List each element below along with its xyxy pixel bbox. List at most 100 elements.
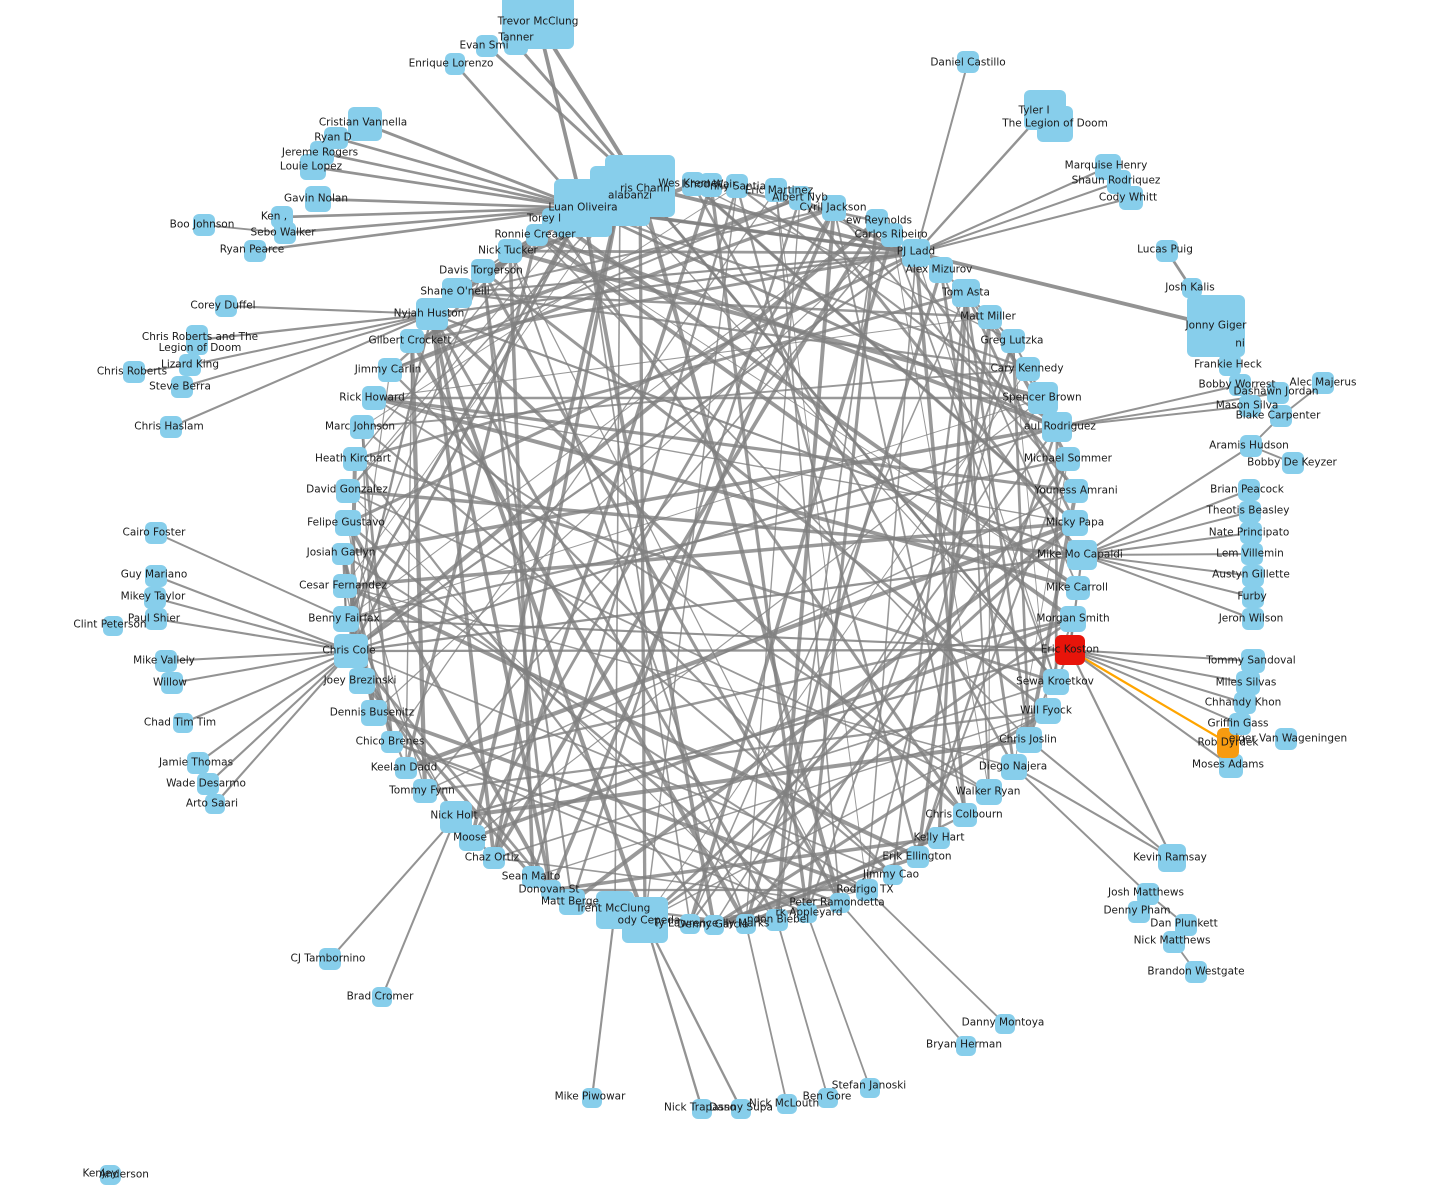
graph-node-moses-adams[interactable] (1219, 754, 1243, 778)
graph-node-shane-oneill[interactable] (442, 278, 472, 308)
graph-node-chris-roberts[interactable] (123, 361, 145, 383)
graph-node-diego-najera[interactable] (1001, 754, 1027, 780)
graph-node-danny-garcia[interactable] (704, 915, 724, 935)
graph-node-chico-brenes[interactable] (381, 731, 403, 753)
graph-node-sean-malto[interactable] (522, 866, 544, 888)
graph-node-torey-l[interactable] (542, 208, 564, 230)
graph-node-wieger-van-wageningen[interactable] (1275, 728, 1297, 750)
graph-node-ben-gore[interactable] (818, 1088, 838, 1108)
graph-node-ty-lawrence[interactable] (680, 914, 700, 934)
graph-node-eric-martinez[interactable] (765, 178, 787, 202)
graph-node-gilbert-crockett[interactable] (400, 329, 424, 353)
graph-node-ryan-pearce[interactable] (244, 240, 266, 262)
graph-node-legion-of-doom[interactable] (1037, 106, 1073, 142)
graph-node-keelan-dadd[interactable] (395, 757, 417, 779)
graph-node-michael-sommer[interactable] (1056, 447, 1080, 471)
graph-node-nick-tucker[interactable] (498, 239, 522, 263)
graph-node-morgan-smith[interactable] (1060, 606, 1086, 632)
graph-node-corey-duffel[interactable] (215, 295, 237, 317)
graph-node-brad-cromer[interactable] (372, 987, 392, 1007)
graph-node-kelly-hart[interactable] (928, 827, 950, 849)
graph-node-jimmy-cao[interactable] (883, 865, 903, 885)
graph-node-guy-mariano[interactable] (145, 565, 167, 587)
graph-node-erik-ellington[interactable] (907, 846, 929, 868)
graph-node-nick-matthews[interactable] (1163, 931, 1185, 953)
graph-node-mark-appleyard[interactable] (797, 903, 817, 923)
graph-node-pj-ladd[interactable] (902, 239, 930, 267)
graph-node-boo-johnson[interactable] (193, 214, 215, 236)
graph-node-josh-matthews[interactable] (1137, 883, 1159, 905)
graph-node-danny-montoya[interactable] (995, 1014, 1015, 1034)
graph-node-paul-shier[interactable] (145, 608, 167, 630)
graph-node-dan-plunkett[interactable] (1175, 914, 1197, 936)
graph-node-enrique-lorenzo[interactable] (445, 53, 465, 75)
graph-node-austyn-gillette[interactable] (1242, 565, 1264, 587)
graph-node-micky-papa[interactable] (1062, 510, 1088, 536)
graph-node-louie-lopez[interactable] (300, 154, 326, 180)
graph-node-alex-mizurov[interactable] (929, 257, 953, 283)
graph-node-kevin-ramsay[interactable] (1158, 844, 1186, 872)
graph-node-donovan-st[interactable] (541, 880, 561, 900)
graph-node-miles-silvas[interactable] (1236, 671, 1260, 695)
graph-node-trent-mcclung[interactable] (596, 891, 634, 929)
graph-node-cesar-fernandez[interactable] (333, 574, 357, 598)
graph-node-rob-dyrdek[interactable] (1217, 728, 1239, 758)
graph-node-walker-ryan[interactable] (976, 779, 1002, 805)
graph-node-youness-amrani[interactable] (1064, 479, 1088, 503)
graph-node-chhandy-khon[interactable] (1234, 692, 1256, 714)
graph-node-manny-santiago[interactable] (726, 174, 748, 198)
graph-node-greg-lutzka[interactable] (1001, 329, 1025, 353)
graph-node-aramis-hudson[interactable] (1240, 435, 1262, 457)
graph-node-theotis-beasley[interactable] (1239, 501, 1261, 523)
graph-node-will-fyock[interactable] (1035, 698, 1061, 724)
graph-node-evan-smith[interactable] (476, 35, 498, 57)
graph-node-cristian-vannella[interactable] (348, 107, 382, 141)
graph-node-daniel-castillo[interactable] (957, 51, 979, 73)
graph-node-tommy-fynn[interactable] (413, 779, 437, 803)
graph-node-heath-kirchart[interactable] (343, 447, 367, 471)
graph-node-wes-kremer[interactable] (682, 172, 704, 196)
graph-node-tom-asta[interactable] (952, 279, 980, 307)
graph-node-lucas-puig[interactable] (1156, 240, 1178, 262)
graph-node-carlos-ribeiro[interactable] (881, 223, 903, 247)
graph-node-matt-miller[interactable] (978, 305, 1002, 329)
graph-node-dennis-busenitz[interactable] (361, 700, 387, 726)
graph-node-sebo-walker[interactable] (274, 222, 296, 244)
graph-node-danny-supa[interactable] (731, 1099, 751, 1119)
graph-node-josh-kalis[interactable] (1182, 278, 1202, 298)
graph-node-mikey-taylor[interactable] (144, 587, 166, 609)
graph-node-chris-joslin[interactable] (1016, 727, 1042, 753)
graph-node-ronnie-creager[interactable] (526, 224, 548, 246)
graph-node-jamie-thomas[interactable] (187, 752, 209, 774)
graph-node-benny-fairfax[interactable] (333, 606, 359, 632)
graph-node-steve-berra[interactable] (171, 376, 193, 398)
graph-node-mike-mo-capaldi[interactable] (1067, 540, 1097, 570)
graph-node-chris-haslam[interactable] (160, 416, 182, 438)
graph-node-cary-kennedy[interactable] (1016, 357, 1040, 381)
graph-node-chris-roberts-legion[interactable] (186, 325, 208, 355)
graph-node-willow[interactable] (161, 672, 183, 694)
graph-node-luan-oliveira[interactable] (554, 179, 612, 237)
graph-node-chris-colbourn[interactable] (953, 803, 977, 827)
graph-node-clint-peterson[interactable] (103, 616, 123, 636)
graph-node-chris-cole[interactable] (334, 634, 368, 668)
graph-node-wade-desarmo[interactable] (197, 773, 219, 795)
graph-node-peter-ramondetta[interactable] (830, 893, 850, 913)
graph-node-nick-holt[interactable] (440, 801, 472, 833)
graph-node-cody-whitt[interactable] (1119, 186, 1143, 210)
graph-node-alec-majerus[interactable] (1312, 372, 1334, 394)
graph-node-nick-mclouth[interactable] (777, 1094, 797, 1114)
graph-node-chad-tim-tim[interactable] (173, 713, 193, 733)
graph-node-davis-torgerson[interactable] (471, 259, 495, 283)
graph-node-bobby-worrest[interactable] (1229, 374, 1251, 396)
graph-node-brian-peacock[interactable] (1238, 479, 1260, 501)
graph-node-chaz-ortiz[interactable] (483, 847, 505, 869)
graph-node-bobby-de-keyzer[interactable] (1282, 452, 1304, 474)
graph-node-stefan-janoski[interactable] (860, 1078, 880, 1098)
graph-node-eric-koston[interactable] (1055, 635, 1085, 665)
graph-node-nick-trapasso[interactable] (692, 1099, 712, 1119)
graph-node-spencer-brown[interactable] (1028, 382, 1058, 414)
graph-node-brandon-westgate[interactable] (1185, 961, 1207, 983)
graph-node-griffin-gass[interactable] (1229, 713, 1251, 735)
